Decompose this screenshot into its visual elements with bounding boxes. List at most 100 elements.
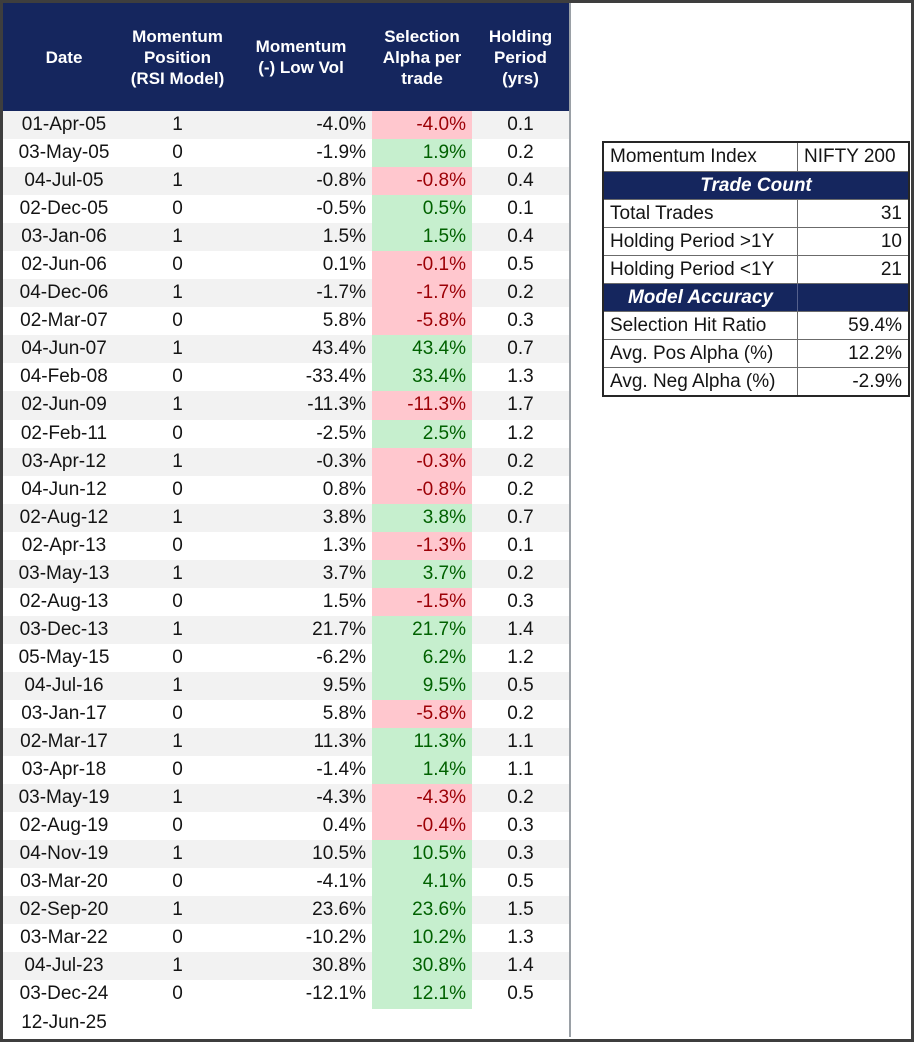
cell-position[interactable]: 1 bbox=[172, 562, 183, 584]
cell-low-vol[interactable]: -0.5% bbox=[316, 198, 366, 220]
cell-position[interactable]: 1 bbox=[172, 506, 183, 528]
cell-low-vol[interactable]: -6.2% bbox=[316, 646, 366, 668]
summary-value[interactable]: -2.9% bbox=[852, 370, 902, 392]
cell-alpha[interactable]: -0.3% bbox=[372, 447, 472, 476]
cell-low-vol[interactable]: 23.6% bbox=[312, 899, 366, 921]
cell-alpha[interactable]: 43.4% bbox=[372, 335, 472, 364]
cell-low-vol[interactable]: -12.1% bbox=[305, 983, 366, 1005]
cell-holding[interactable]: 0.7 bbox=[507, 338, 534, 360]
cell-holding[interactable]: 0.2 bbox=[507, 787, 534, 809]
cell-alpha[interactable]: -5.8% bbox=[372, 307, 472, 336]
cell-holding[interactable]: 0.4 bbox=[507, 170, 534, 192]
cell-holding[interactable]: 0.5 bbox=[507, 983, 534, 1005]
cell-low-vol[interactable]: 1.5% bbox=[322, 226, 366, 248]
summary-value[interactable]: NIFTY 200 bbox=[804, 146, 896, 167]
cell-alpha[interactable]: -0.8% bbox=[372, 475, 472, 504]
cell-alpha[interactable]: -5.8% bbox=[372, 699, 472, 729]
cell-date[interactable]: 04-Dec-06 bbox=[19, 282, 109, 304]
cell-holding[interactable]: 0.1 bbox=[507, 198, 534, 220]
cell-holding[interactable]: 0.2 bbox=[507, 562, 534, 584]
cell-holding[interactable]: 0.2 bbox=[507, 142, 534, 164]
cell-date[interactable]: 03-Mar-22 bbox=[20, 927, 108, 949]
cell-holding[interactable]: 1.3 bbox=[507, 927, 534, 949]
cell-low-vol[interactable]: 9.5% bbox=[322, 674, 366, 696]
cell-holding[interactable]: 0.5 bbox=[507, 254, 534, 276]
cell-alpha[interactable]: 1.4% bbox=[372, 756, 472, 785]
cell-date[interactable]: 02-Mar-17 bbox=[20, 731, 108, 753]
cell-holding[interactable]: 1.7 bbox=[507, 394, 534, 416]
cell-alpha[interactable]: 10.5% bbox=[372, 840, 472, 869]
cell-position[interactable]: 1 bbox=[172, 674, 183, 696]
cell-low-vol[interactable]: 1.5% bbox=[322, 590, 366, 612]
cell-date[interactable]: 03-Dec-24 bbox=[19, 983, 109, 1005]
cell-holding[interactable] bbox=[472, 1009, 569, 1037]
cell-date[interactable]: 03-May-05 bbox=[18, 142, 110, 164]
cell-date[interactable]: 03-Apr-12 bbox=[21, 450, 107, 472]
cell-date[interactable]: 02-Jun-09 bbox=[21, 394, 107, 416]
cell-low-vol[interactable]: 5.8% bbox=[322, 310, 366, 332]
cell-date[interactable]: 04-Jul-05 bbox=[24, 170, 104, 192]
cell-position[interactable]: 1 bbox=[172, 394, 183, 416]
cell-holding[interactable]: 1.4 bbox=[507, 955, 534, 977]
cell-alpha[interactable]: -0.1% bbox=[372, 251, 472, 280]
cell-date[interactable]: 03-May-19 bbox=[18, 787, 110, 809]
cell-position[interactable]: 0 bbox=[172, 927, 183, 949]
cell-alpha[interactable]: 6.2% bbox=[372, 643, 472, 672]
cell-position[interactable]: 1 bbox=[172, 899, 183, 921]
cell-date[interactable]: 02-Dec-05 bbox=[19, 198, 109, 220]
cell-low-vol[interactable]: 30.8% bbox=[312, 955, 366, 977]
summary-value[interactable]: 12.2% bbox=[848, 342, 902, 364]
cell-date[interactable]: 02-Aug-19 bbox=[19, 815, 109, 837]
cell-alpha[interactable]: -0.4% bbox=[372, 812, 472, 841]
cell-low-vol[interactable]: -11.3% bbox=[307, 394, 366, 416]
cell-holding[interactable]: 0.5 bbox=[507, 674, 534, 696]
cell-low-vol[interactable]: 11.3% bbox=[313, 731, 366, 753]
cell-date[interactable]: 02-Jun-06 bbox=[21, 254, 107, 276]
cell-low-vol[interactable]: 0.4% bbox=[322, 815, 366, 837]
cell-low-vol[interactable]: -4.3% bbox=[316, 787, 366, 809]
cell-low-vol[interactable]: 0.1% bbox=[322, 254, 366, 276]
cell-low-vol[interactable]: 21.7% bbox=[312, 618, 366, 640]
cell-low-vol[interactable]: 1.3% bbox=[322, 534, 366, 556]
cell-position[interactable]: 1 bbox=[172, 450, 183, 472]
cell-alpha[interactable]: 3.7% bbox=[372, 559, 472, 588]
cell-holding[interactable]: 0.4 bbox=[507, 226, 534, 248]
cell-date[interactable]: 04-Nov-19 bbox=[19, 843, 109, 865]
cell-holding[interactable]: 1.2 bbox=[507, 646, 534, 668]
cell-holding[interactable]: 1.3 bbox=[507, 366, 534, 388]
cell-alpha[interactable]: -11.3% bbox=[372, 391, 472, 420]
cell-holding[interactable]: 1.1 bbox=[507, 759, 534, 781]
cell-alpha[interactable]: -0.8% bbox=[372, 167, 472, 196]
cell-alpha[interactable]: 11.3% bbox=[372, 728, 472, 757]
cell-alpha[interactable]: 2.5% bbox=[372, 419, 472, 448]
cell-date[interactable]: 12-Jun-25 bbox=[21, 1011, 107, 1033]
cell-position[interactable]: 0 bbox=[172, 310, 183, 332]
cell-low-vol[interactable] bbox=[230, 1009, 372, 1037]
cell-holding[interactable]: 0.2 bbox=[507, 282, 534, 304]
cell-date[interactable]: 02-Aug-13 bbox=[19, 590, 109, 612]
cell-low-vol[interactable]: 3.8% bbox=[322, 506, 366, 528]
cell-low-vol[interactable]: -1.9% bbox=[316, 142, 366, 164]
cell-position[interactable]: 1 bbox=[172, 843, 183, 865]
cell-position[interactable]: 1 bbox=[172, 114, 183, 136]
cell-position[interactable]: 1 bbox=[172, 787, 183, 809]
cell-position[interactable]: 0 bbox=[172, 703, 183, 724]
summary-value[interactable]: 10 bbox=[880, 230, 902, 252]
cell-date[interactable]: 04-Jun-07 bbox=[21, 338, 107, 360]
cell-alpha[interactable]: -4.3% bbox=[372, 784, 472, 813]
cell-date[interactable]: 02-Sep-20 bbox=[19, 899, 109, 921]
cell-low-vol[interactable]: -4.1% bbox=[316, 871, 366, 893]
cell-position[interactable]: 0 bbox=[172, 871, 183, 893]
cell-alpha[interactable]: 9.5% bbox=[372, 671, 472, 700]
cell-alpha[interactable]: -4.0% bbox=[372, 111, 472, 140]
cell-low-vol[interactable]: 10.5% bbox=[312, 843, 366, 865]
cell-holding[interactable]: 1.1 bbox=[507, 731, 534, 753]
cell-position[interactable]: 1 bbox=[172, 955, 183, 977]
cell-alpha[interactable]: 0.5% bbox=[372, 195, 472, 224]
cell-low-vol[interactable]: -1.4% bbox=[316, 759, 366, 781]
cell-alpha[interactable]: 1.9% bbox=[372, 139, 472, 168]
cell-holding[interactable]: 0.7 bbox=[507, 506, 534, 528]
cell-alpha[interactable]: 3.8% bbox=[372, 503, 472, 532]
cell-position[interactable]: 1 bbox=[172, 618, 183, 640]
cell-position[interactable]: 1 bbox=[172, 338, 183, 360]
